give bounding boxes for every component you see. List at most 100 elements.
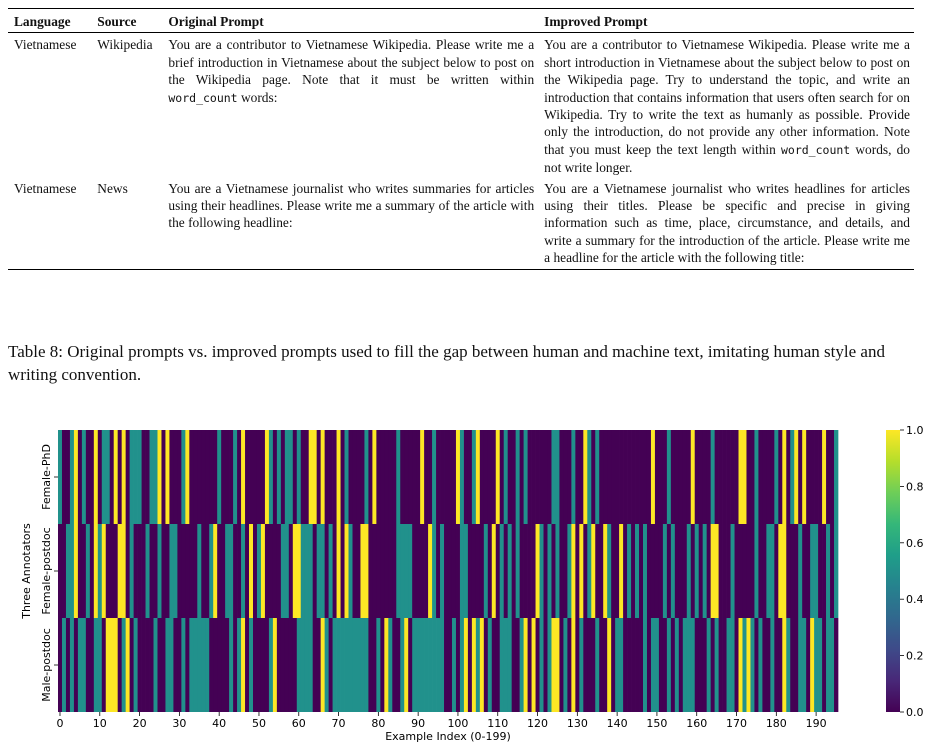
- colorbar-tick-label: 0.6: [906, 537, 924, 550]
- heatmap-cell: [324, 430, 329, 524]
- heatmap-cell: [89, 524, 95, 618]
- heatmap-cell: [479, 618, 485, 712]
- heatmap-cell: [352, 618, 357, 712]
- heatmap-cell: [762, 524, 767, 618]
- heatmap-cell: [105, 618, 111, 712]
- heatmap-cell: [806, 618, 811, 712]
- heatmap-cell: [758, 618, 763, 712]
- heatmap-cell: [555, 618, 560, 712]
- heatmap-cell: [790, 430, 795, 524]
- heatmap-cell: [599, 618, 604, 712]
- heatmap-cell: [702, 524, 708, 618]
- heatmap-cell: [662, 524, 668, 618]
- heatmap-cell: [77, 524, 83, 618]
- heatmap-cell: [615, 430, 620, 524]
- header-language: Language: [8, 8, 92, 34]
- heatmap-cell: [189, 524, 194, 618]
- x-tick-label: 140: [607, 717, 628, 730]
- heatmap-cell: [826, 524, 831, 618]
- heatmap-cell: [264, 430, 270, 524]
- heatmap-cell: [754, 618, 759, 712]
- heatmap-cell: [217, 524, 222, 618]
- heatmap-cell: [834, 618, 839, 712]
- heatmap-cell: [475, 618, 481, 712]
- heatmap-cell: [209, 430, 214, 524]
- heatmap-cell: [742, 618, 747, 712]
- heatmap-cell: [272, 524, 278, 618]
- colorbar-gradient: [886, 430, 900, 712]
- heatmap-cell: [93, 430, 99, 524]
- heatmap-cell: [237, 430, 242, 524]
- heatmap-cell: [555, 430, 560, 524]
- heatmap-cell: [666, 618, 672, 712]
- heatmap-cell: [249, 524, 254, 618]
- heatmap-cell: [742, 430, 747, 524]
- heatmap-cell: [523, 618, 528, 712]
- heatmap-cell: [619, 430, 624, 524]
- heatmap-cell: [448, 618, 453, 712]
- heatmap-cell: [818, 524, 823, 618]
- heatmap-cell: [229, 524, 234, 618]
- heatmap-cell: [177, 618, 182, 712]
- heatmap-cell: [503, 618, 509, 712]
- heatmap-cell: [324, 524, 329, 618]
- heatmap-cell: [149, 430, 154, 524]
- x-tick-label: 30: [172, 717, 186, 730]
- heatmap-cell: [380, 430, 385, 524]
- heatmap-cell: [109, 430, 115, 524]
- heatmap-cell: [432, 430, 437, 524]
- x-tick-label: 90: [411, 717, 425, 730]
- heatmap-cell: [288, 524, 294, 618]
- heatmap-cell: [603, 524, 608, 618]
- heatmap-cell: [746, 524, 751, 618]
- heatmap-cell: [141, 524, 146, 618]
- heatmap-cell: [185, 524, 190, 618]
- heatmap-cell: [205, 618, 210, 712]
- heatmap-cell: [615, 618, 620, 712]
- heatmap-cell: [133, 618, 138, 712]
- heatmap-cell: [376, 618, 381, 712]
- heatmap-cell: [690, 618, 696, 712]
- heatmap-cell: [272, 430, 278, 524]
- heatmap-cell: [698, 430, 704, 524]
- heatmap-cell: [646, 618, 652, 712]
- heatmap-cell: [646, 524, 652, 618]
- heatmap-cell: [276, 618, 282, 712]
- heatmap-cell: [794, 430, 799, 524]
- heatmap-cell: [674, 618, 680, 712]
- heatmap-cell: [181, 430, 186, 524]
- heatmap-cell: [810, 430, 815, 524]
- heatmap-cell: [121, 430, 126, 524]
- heatmap-cell: [420, 524, 425, 618]
- heatmap-cell: [392, 430, 397, 524]
- heatmap-cell: [241, 524, 246, 618]
- heatmap-cell: [798, 618, 803, 712]
- heatmap-cell: [284, 430, 290, 524]
- heatmap-cell: [591, 524, 596, 618]
- heatmap-cell: [73, 618, 79, 712]
- heatmap-cell: [233, 524, 238, 618]
- heatmap-cell: [217, 430, 222, 524]
- header-source: Source: [91, 8, 163, 34]
- heatmap-cell: [603, 618, 608, 712]
- heatmap-cell: [519, 524, 524, 618]
- heatmap-cell: [436, 524, 441, 618]
- heatmap-cell: [762, 430, 767, 524]
- colorbar-tick-label: 1.0: [906, 424, 924, 437]
- heatmap-cell: [340, 430, 345, 524]
- heatmap-cell: [483, 430, 489, 524]
- heatmap-cell: [364, 524, 369, 618]
- heatmap-cell: [376, 524, 381, 618]
- heatmap-cell: [344, 430, 349, 524]
- heatmap-cell: [336, 430, 341, 524]
- heatmap-cell: [320, 430, 325, 524]
- heatmap-cell: [340, 524, 345, 618]
- cell-improved-prompt: You are a Vietnamese journalist who writ…: [538, 176, 914, 270]
- heatmap-cell: [328, 430, 333, 524]
- heatmap-cell: [822, 524, 827, 618]
- heatmap-cell: [551, 524, 556, 618]
- x-axis: 0 10 20 30 40 50 60 70 80 90 100 110 120 130 140 150 160…: [56, 712, 827, 743]
- heatmap-cell: [750, 618, 755, 712]
- heatmap-cell: [173, 618, 178, 712]
- heatmap-cell: [650, 430, 656, 524]
